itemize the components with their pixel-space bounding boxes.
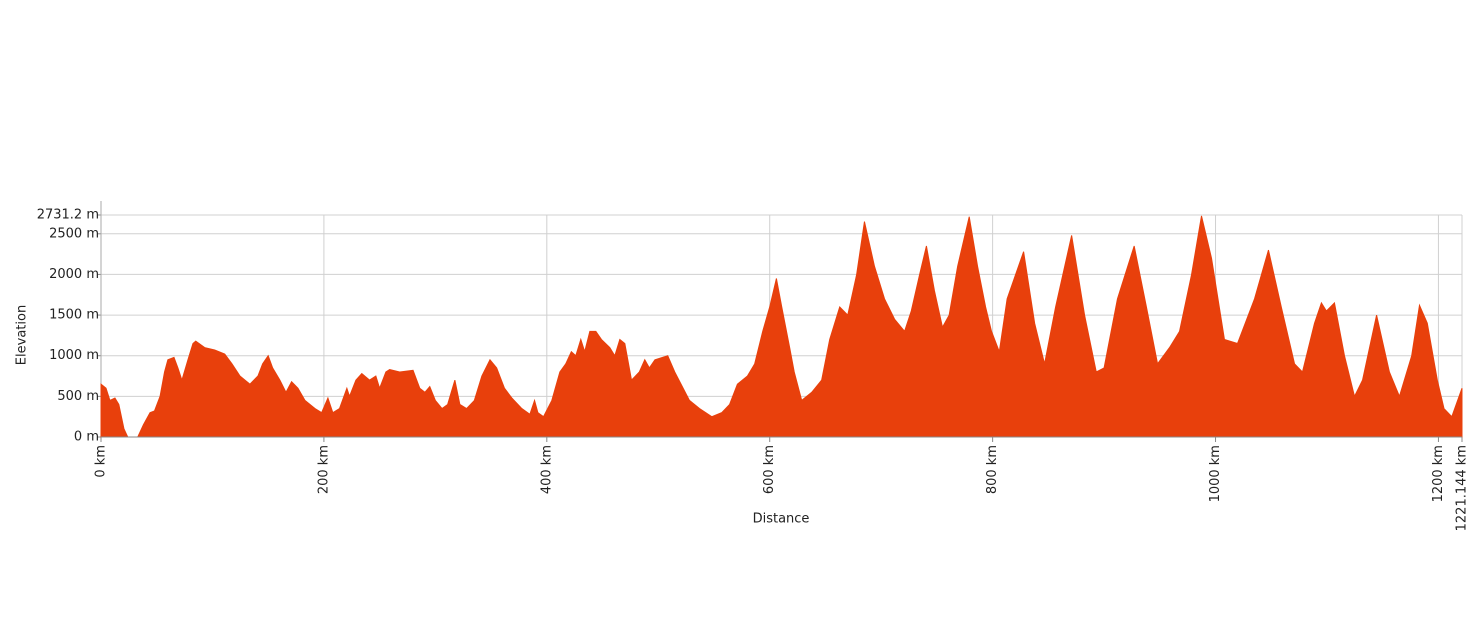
- elevation-area: [100, 215, 1463, 438]
- x-tick-label: 600 km: [762, 445, 777, 494]
- x-tick-label: 1000 km: [1208, 445, 1223, 502]
- y-tick-label: 2500 m: [49, 226, 99, 241]
- x-tick-label: 400 km: [539, 445, 554, 494]
- y-tick-label: 0 m: [74, 430, 99, 445]
- x-tick-label: 0 km: [94, 445, 109, 478]
- y-tick-label: 1000 m: [49, 348, 99, 363]
- x-axis-label: Distance: [753, 512, 810, 527]
- y-axis-label: Elevation: [15, 305, 30, 365]
- y-tick-label: 2000 m: [49, 267, 99, 282]
- x-tick-label: 200 km: [316, 445, 331, 494]
- y-tick-label: 2731.2 m: [37, 208, 99, 223]
- x-tick-label: 800 km: [985, 445, 1000, 494]
- y-tick-label: 1500 m: [49, 308, 99, 323]
- y-tick-label: 500 m: [57, 389, 99, 404]
- x-tick-label: 1200 km: [1431, 445, 1446, 502]
- x-tick-label: 1221.144 km: [1455, 445, 1470, 531]
